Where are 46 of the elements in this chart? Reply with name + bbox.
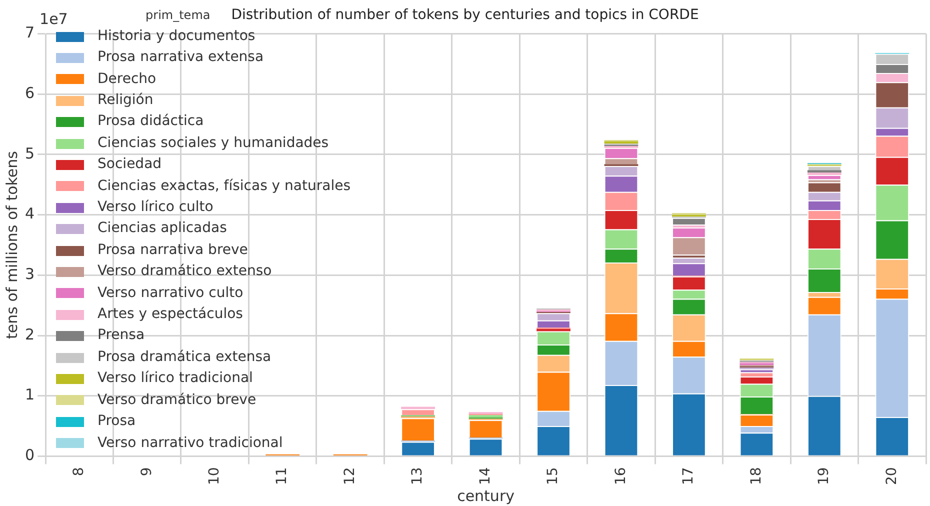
y-tick-label: 6 [24, 84, 35, 102]
legend-label: Verso lírico culto [98, 198, 214, 218]
y-tick-label: 0 [24, 446, 35, 464]
x-tick-label: 12 [342, 467, 358, 486]
legend-label: Verso narrativo tradicional [98, 434, 283, 453]
y-tick-label: 2 [24, 325, 35, 344]
x-tick-label: 8 [71, 467, 88, 476]
x-tick-label: 11 [274, 467, 290, 486]
legend-label: Prosa narrativa breve [98, 240, 248, 260]
text: 1e7 [40, 10, 68, 28]
legend-label: Ciencias exactas, físicas y naturales [98, 176, 350, 196]
legend-title: prim_tema [146, 8, 210, 22]
x-tick-label: 14 [477, 467, 494, 486]
legend-label: Verso dramático extenso [98, 262, 272, 282]
x-tick-label: 18 [748, 467, 764, 486]
legend-label: Derecho [98, 70, 156, 89]
x-tick-label: 9 [138, 467, 155, 476]
legend-label: Prosa didáctica [98, 112, 204, 132]
x-axis-title: century [457, 486, 515, 505]
chart-title: Distribution of number of tokens by centuries and topics in CORDE [231, 7, 699, 24]
x-tick-label: 19 [816, 467, 832, 486]
x-tick-label: 20 [884, 467, 900, 486]
legend-label: Artes y espectáculos [98, 305, 243, 324]
x-tick-label: 16 [612, 467, 629, 486]
legend-label: Verso dramático breve [98, 390, 256, 410]
x-tick-label: 10 [206, 467, 223, 486]
legend-label: Historia y documentos [98, 26, 256, 46]
y-tick-label: 3 [24, 265, 35, 284]
legend-label: Religión [98, 91, 154, 110]
y-tick-label: 4 [24, 204, 35, 223]
legend-label: Prosa [98, 412, 136, 432]
legend-label: Prosa dramática extensa [98, 348, 272, 367]
legend-label: Ciencias sociales y humanidades [98, 134, 329, 153]
legend-label: Sociedad [98, 155, 162, 174]
x-tick-label: 13 [410, 467, 426, 486]
legend-label: Verso narrativo culto [98, 284, 244, 303]
legend-label: Prensa [98, 326, 145, 346]
legend-label: Prosa narrativa extensa [98, 48, 264, 68]
y-axis-title: tens of millions of tokens [2, 150, 21, 339]
y-tick-label: 1 [24, 386, 35, 404]
legend-label: Verso lírico tradicional [98, 369, 253, 388]
legend-label: Ciencias aplicadas [98, 219, 227, 238]
y-tick-label: 5 [24, 144, 35, 162]
x-tick-label: 17 [680, 467, 697, 486]
x-tick-label: 15 [545, 467, 562, 486]
y-tick-label: 7 [24, 24, 35, 42]
